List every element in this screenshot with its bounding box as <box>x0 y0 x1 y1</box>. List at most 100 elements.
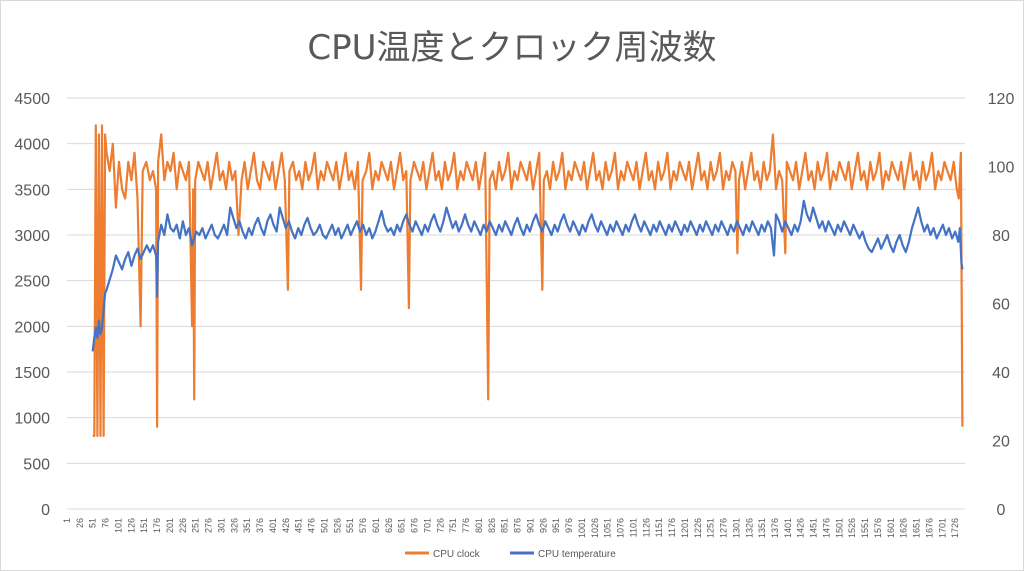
series-line-cpu-clock <box>92 124 964 437</box>
x-tick-label: 1676 <box>924 518 934 538</box>
x-tick-label: 1076 <box>616 518 626 538</box>
series-line-cpu-temperature <box>91 199 964 352</box>
x-tick-label: 751 <box>448 518 458 533</box>
x-tick-label: 951 <box>551 518 561 533</box>
x-tick-label: 1726 <box>950 518 960 538</box>
x-tick-label: 251 <box>191 518 201 533</box>
x-tick-label: 126 <box>126 518 136 533</box>
x-tick-label: 1301 <box>731 518 741 538</box>
y-right-tick-label: 80 <box>992 228 1010 245</box>
y-left-tick-label: 1500 <box>14 365 50 382</box>
x-tick-label: 1501 <box>834 518 844 538</box>
x-tick-label: 76 <box>101 518 111 528</box>
gridlines <box>67 97 965 510</box>
x-tick-label: 926 <box>538 518 548 533</box>
x-tick-label: 376 <box>255 518 265 533</box>
legend-label: CPU temperature <box>538 549 616 560</box>
y-left-tick-label: 500 <box>23 456 50 473</box>
y-left-tick-label: 1000 <box>14 411 50 428</box>
y-right-tick-label: 60 <box>992 297 1010 314</box>
x-tick-label: 1126 <box>641 518 651 537</box>
x-tick-label: 276 <box>204 518 214 533</box>
x-tick-label: 1701 <box>937 518 947 538</box>
x-tick-label: 501 <box>319 518 329 533</box>
x-tick-label: 451 <box>294 518 304 533</box>
x-tick-label: 1351 <box>757 518 767 538</box>
series-lines <box>91 124 964 437</box>
x-tick-label: 226 <box>178 518 188 533</box>
y-left-tick-label: 2500 <box>14 274 50 291</box>
x-tick-label: 1 <box>62 518 72 523</box>
x-tick-label: 526 <box>332 518 342 533</box>
y-left-tick-label: 3500 <box>14 182 50 199</box>
x-tick-label: 26 <box>75 518 85 528</box>
x-tick-label: 701 <box>422 518 432 533</box>
x-tick-label: 1226 <box>693 518 703 538</box>
x-tick-label: 1451 <box>809 518 819 538</box>
x-tick-label: 626 <box>384 518 394 533</box>
x-tick-label: 1151 <box>654 518 664 537</box>
x-tick-label: 1426 <box>796 518 806 538</box>
x-tick-label: 151 <box>139 518 149 533</box>
x-tick-label: 601 <box>371 518 381 533</box>
x-tick-label: 676 <box>410 518 420 533</box>
x-tick-label: 326 <box>229 518 239 533</box>
x-tick-label: 1101 <box>628 518 638 537</box>
x-tick-label: 976 <box>564 518 574 533</box>
x-tick-label: 476 <box>307 518 317 533</box>
x-tick-label: 901 <box>525 518 535 533</box>
x-tick-label: 551 <box>345 518 355 533</box>
x-tick-label: 1376 <box>770 518 780 538</box>
legend: CPU clock CPU temperature <box>405 549 616 560</box>
x-tick-label: 1251 <box>706 518 716 538</box>
x-tick-label: 1601 <box>886 518 896 538</box>
x-tick-label: 1401 <box>783 518 793 538</box>
x-tick-label: 576 <box>358 518 368 533</box>
x-tick-label: 1051 <box>603 518 613 538</box>
left-axis-tick-labels: 0 500 1000 1500 2000 2500 3000 3500 4000 4500 <box>14 91 50 519</box>
x-tick-label: 51 <box>88 518 98 528</box>
x-tick-label: 876 <box>513 518 523 533</box>
x-tick-label: 1176 <box>667 518 677 537</box>
y-right-tick-label: 120 <box>988 91 1015 108</box>
x-tick-label: 826 <box>487 518 497 533</box>
x-tick-label: 176 <box>152 518 162 533</box>
y-left-tick-label: 4500 <box>14 91 50 108</box>
legend-label: CPU clock <box>433 549 481 560</box>
y-right-tick-label: 40 <box>992 365 1010 382</box>
y-right-tick-label: 20 <box>992 434 1010 451</box>
y-left-tick-label: 4000 <box>14 137 50 154</box>
x-tick-label: 351 <box>242 518 252 533</box>
x-tick-label: 1476 <box>821 518 831 538</box>
x-tick-label: 1001 <box>577 518 587 538</box>
x-tick-label: 301 <box>216 518 226 533</box>
x-axis-tick-labels: 1 26 51 76 101 126 151 176 201 226 251 276 301 326 351… <box>62 518 960 538</box>
x-tick-label: 1276 <box>719 518 729 538</box>
x-tick-label: 651 <box>397 518 407 533</box>
x-tick-label: 726 <box>435 518 445 533</box>
x-tick-label: 1326 <box>744 518 754 538</box>
y-left-tick-label: 2000 <box>14 319 50 336</box>
x-tick-label: 851 <box>500 518 510 533</box>
x-tick-label: 201 <box>165 518 175 533</box>
y-left-tick-label: 0 <box>41 502 50 519</box>
x-tick-label: 401 <box>268 518 278 533</box>
x-tick-label: 1626 <box>899 518 909 538</box>
x-tick-label: 1026 <box>590 518 600 538</box>
x-tick-label: 776 <box>461 518 471 533</box>
x-tick-label: 1651 <box>912 518 922 538</box>
y-right-tick-label: 0 <box>997 502 1006 519</box>
x-tick-label: 1551 <box>860 518 870 538</box>
x-tick-label: 1526 <box>847 518 857 538</box>
x-tick-label: 426 <box>281 518 291 533</box>
x-tick-label: 1576 <box>873 518 883 538</box>
y-right-tick-label: 100 <box>988 160 1015 177</box>
x-tick-label: 101 <box>113 518 123 533</box>
x-tick-label: 801 <box>474 518 484 533</box>
x-tick-label: 1201 <box>680 518 690 538</box>
chart-title: CPU温度とクロック周波数 <box>307 28 717 68</box>
right-axis-tick-labels: 0 20 40 60 80 100 120 <box>988 91 1015 519</box>
y-left-tick-label: 3000 <box>14 228 50 245</box>
